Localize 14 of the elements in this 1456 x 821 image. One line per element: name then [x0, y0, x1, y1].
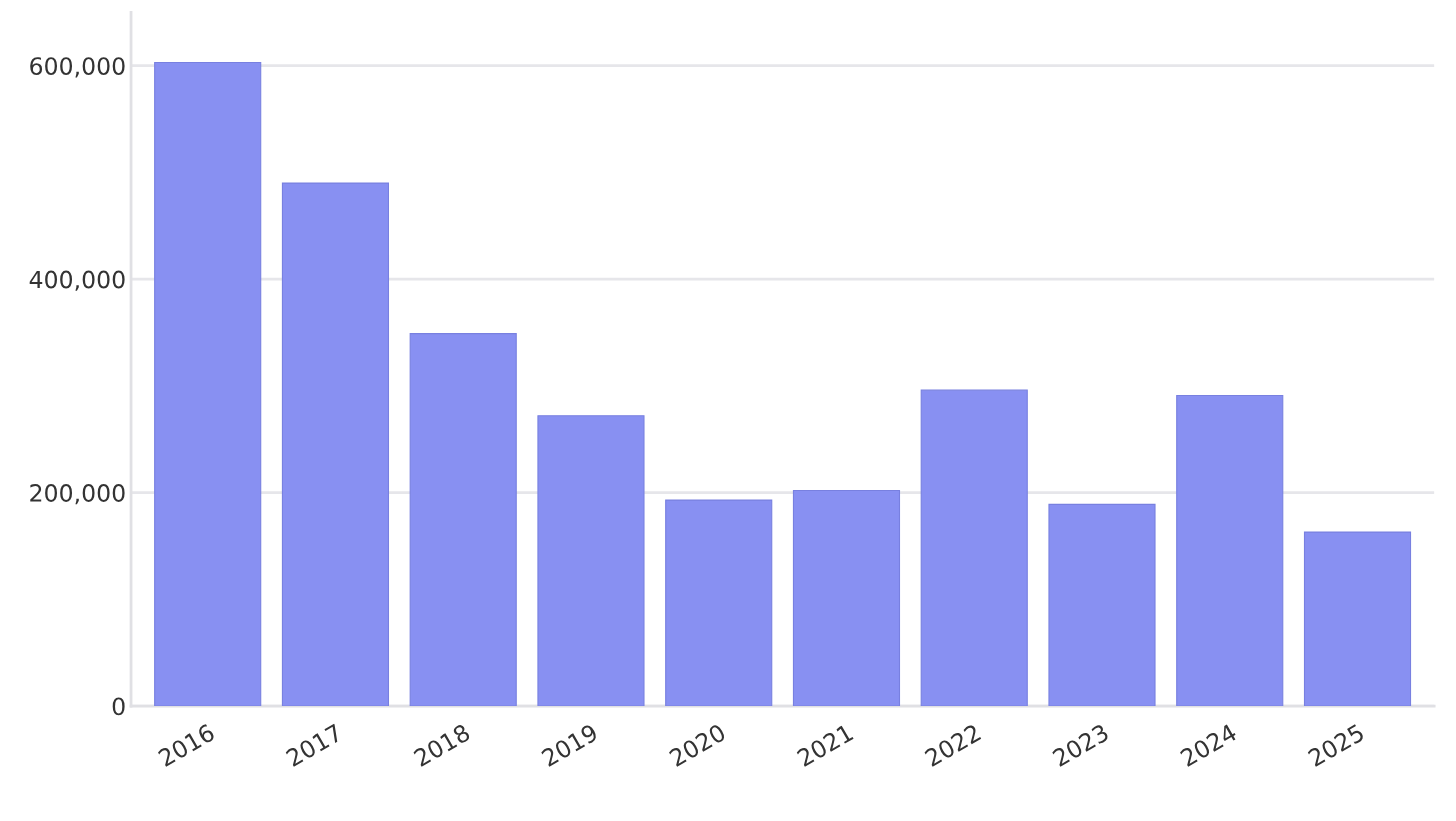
bar: [154, 61, 262, 707]
bar: [1176, 394, 1284, 707]
y-tick-label: 400,000: [29, 270, 125, 291]
bar: [1303, 531, 1412, 707]
y-tick-label: 0: [112, 697, 125, 716]
bar: [665, 499, 773, 707]
bar: [1048, 503, 1156, 707]
bar: [920, 389, 1028, 707]
y-tick-label: 200,000: [30, 484, 125, 505]
bar: [281, 182, 390, 707]
bar: [409, 333, 517, 707]
bar: [537, 415, 645, 707]
bar: [792, 489, 901, 707]
y-tick-label: 600,000: [30, 57, 125, 78]
